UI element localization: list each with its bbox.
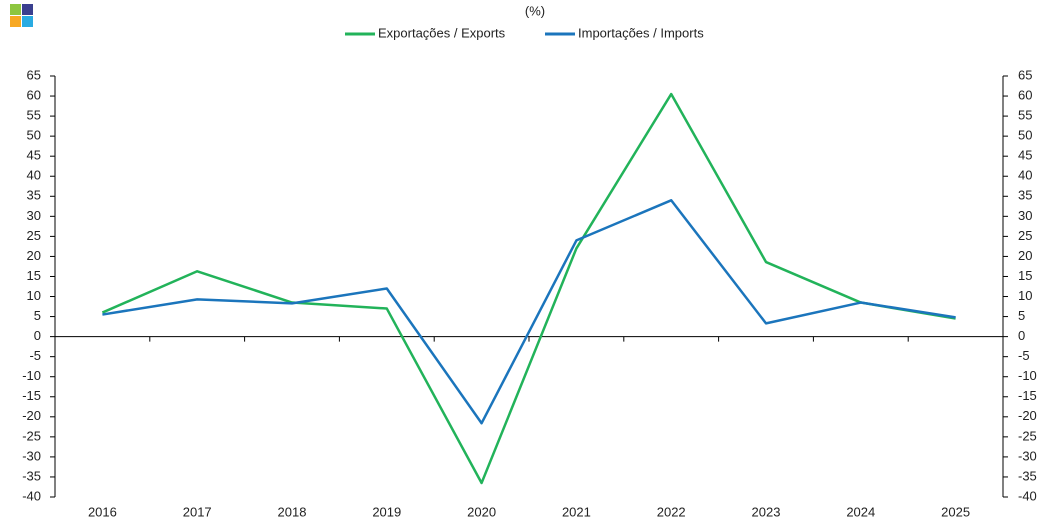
x-tick-label: 2016 bbox=[88, 504, 117, 519]
y2-tick-label: -40 bbox=[1018, 488, 1037, 503]
y2-tick-label: 65 bbox=[1018, 67, 1032, 82]
x-tick-label: 2023 bbox=[752, 504, 781, 519]
y-tick-label: -15 bbox=[22, 388, 41, 403]
y2-tick-label: -15 bbox=[1018, 388, 1037, 403]
y2-tick-label: -25 bbox=[1018, 428, 1037, 443]
y2-tick-label: 40 bbox=[1018, 168, 1032, 183]
y2-tick-label: -35 bbox=[1018, 468, 1037, 483]
x-tick-label: 2019 bbox=[372, 504, 401, 519]
y-tick-label: -25 bbox=[22, 428, 41, 443]
y-tick-label: 10 bbox=[27, 288, 41, 303]
y2-tick-label: 55 bbox=[1018, 108, 1032, 123]
x-tick-label: 2022 bbox=[657, 504, 686, 519]
y2-tick-label: 50 bbox=[1018, 128, 1032, 143]
y2-tick-label: -10 bbox=[1018, 368, 1037, 383]
y2-tick-label: 10 bbox=[1018, 288, 1032, 303]
y-tick-label: 5 bbox=[34, 308, 41, 323]
y2-tick-label: -30 bbox=[1018, 448, 1037, 463]
y2-tick-label: 35 bbox=[1018, 188, 1032, 203]
y-tick-label: 45 bbox=[27, 148, 41, 163]
y-tick-label: -10 bbox=[22, 368, 41, 383]
y-tick-label: 15 bbox=[27, 268, 41, 283]
legend-label: Exportações / Exports bbox=[378, 25, 506, 40]
y-tick-label: 60 bbox=[27, 87, 41, 102]
x-tick-label: 2018 bbox=[278, 504, 307, 519]
y-tick-label: 65 bbox=[27, 67, 41, 82]
logo-square bbox=[22, 4, 33, 15]
y-tick-label: 55 bbox=[27, 108, 41, 123]
y2-tick-label: 5 bbox=[1018, 308, 1025, 323]
y-tick-label: -5 bbox=[29, 348, 41, 363]
y-tick-label: 0 bbox=[34, 328, 41, 343]
y2-tick-label: -20 bbox=[1018, 408, 1037, 423]
y2-tick-label: 0 bbox=[1018, 328, 1025, 343]
y-tick-label: 50 bbox=[27, 128, 41, 143]
logo-square bbox=[10, 4, 21, 15]
y-tick-label: 30 bbox=[27, 208, 41, 223]
y2-tick-label: 60 bbox=[1018, 87, 1032, 102]
legend-label: Importações / Imports bbox=[578, 25, 704, 40]
y-tick-label: -35 bbox=[22, 468, 41, 483]
x-tick-label: 2024 bbox=[846, 504, 875, 519]
logo-square bbox=[22, 16, 33, 27]
y2-tick-label: 30 bbox=[1018, 208, 1032, 223]
logo-square bbox=[10, 16, 21, 27]
y-tick-label: 25 bbox=[27, 228, 41, 243]
y2-tick-label: -5 bbox=[1018, 348, 1030, 363]
y2-tick-label: 45 bbox=[1018, 148, 1032, 163]
y-tick-label: -30 bbox=[22, 448, 41, 463]
logo bbox=[10, 4, 33, 27]
x-tick-label: 2017 bbox=[183, 504, 212, 519]
y2-tick-label: 15 bbox=[1018, 268, 1032, 283]
y2-tick-label: 25 bbox=[1018, 228, 1032, 243]
x-tick-label: 2025 bbox=[941, 504, 970, 519]
y-tick-label: -40 bbox=[22, 488, 41, 503]
y-tick-label: -20 bbox=[22, 408, 41, 423]
series-line bbox=[101, 92, 956, 485]
series-line bbox=[102, 199, 956, 425]
x-tick-label: 2021 bbox=[562, 504, 591, 519]
chart-subtitle: (%) bbox=[525, 3, 545, 18]
y2-tick-label: 20 bbox=[1018, 248, 1032, 263]
y-tick-label: 40 bbox=[27, 168, 41, 183]
x-tick-label: 2020 bbox=[467, 504, 496, 519]
y-tick-label: 35 bbox=[27, 188, 41, 203]
y-tick-label: 20 bbox=[27, 248, 41, 263]
